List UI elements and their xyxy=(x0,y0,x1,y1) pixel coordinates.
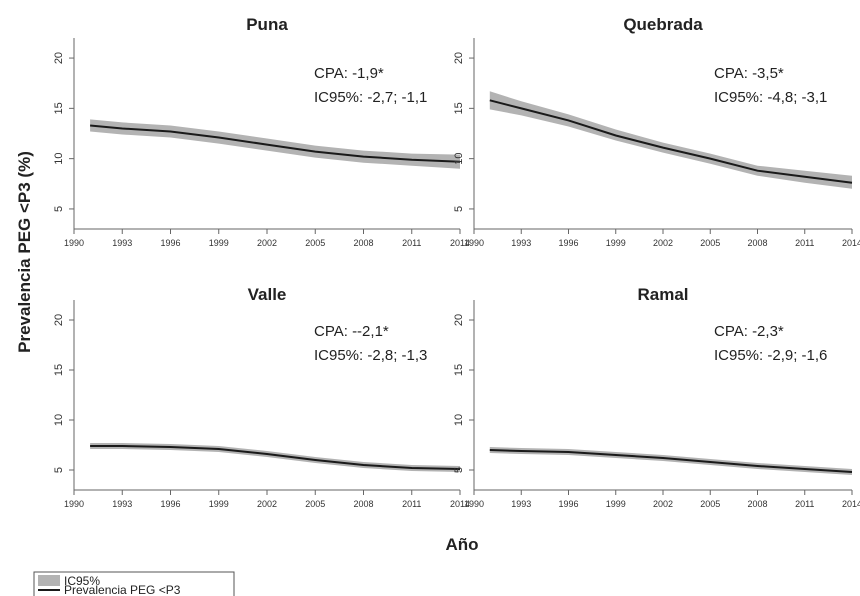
annotation-line: CPA: -3,5* xyxy=(714,65,784,82)
x-tick-label: 2014 xyxy=(450,499,470,509)
prevalence-line-quebrada xyxy=(489,99,853,184)
y-tick-label: 20 xyxy=(53,52,65,64)
x-tick-label: 1990 xyxy=(64,238,84,248)
panel-ramal: Ramal 5 10 15 20 1990 1993 1996 1999 2002 2005 2008… xyxy=(453,285,860,509)
legend-frame xyxy=(33,571,235,596)
y-tick-label: 15 xyxy=(53,102,65,114)
y-axis-title: Prevalencia PEG <P3 (%) xyxy=(15,151,34,353)
prevalence-line-valle xyxy=(90,445,461,470)
y-tick-label: 5 xyxy=(453,206,465,212)
x-tick-label: 2011 xyxy=(402,238,421,248)
x-tick-label: 2011 xyxy=(402,499,421,509)
ci-band-ramal xyxy=(489,447,852,475)
ci-band-puna xyxy=(90,119,460,169)
legend-band-label: IC95% xyxy=(64,574,100,588)
x-tick-label: 2005 xyxy=(305,499,325,509)
x-tick-label: 1993 xyxy=(112,499,132,509)
y-tick-label: 10 xyxy=(453,153,465,165)
x-tick-label: 2005 xyxy=(700,238,720,248)
panel-title: Ramal xyxy=(637,285,688,304)
y-tick-label: 10 xyxy=(53,414,65,426)
x-tick-label: 2005 xyxy=(700,499,720,509)
panel-title: Valle xyxy=(248,285,287,304)
x-tick-label: 1990 xyxy=(64,499,84,509)
annotation-line: CPA: -2,3* xyxy=(714,323,784,340)
y-tick-label: 10 xyxy=(53,153,65,165)
annotation-line: CPA: -1,9* xyxy=(314,65,384,82)
y-tick-label: 15 xyxy=(453,102,465,114)
annotation-line: IC95%: -2,7; -1,1 xyxy=(314,89,427,106)
panel-valle: Valle 5 10 15 20 1990 1993 1996 1999 2002 2005 2008… xyxy=(53,285,470,509)
panel-title: Puna xyxy=(246,15,288,34)
y-tick-label: 10 xyxy=(453,414,465,426)
y-tick-label: 20 xyxy=(53,314,65,326)
x-tick-label: 2014 xyxy=(842,499,860,509)
x-tick-label: 1996 xyxy=(558,499,578,509)
legend-line-label: Prevalencia PEG <P3 xyxy=(64,583,181,596)
x-tick-label: 2002 xyxy=(257,499,277,509)
y-tick-label: 5 xyxy=(453,467,465,473)
legend: IC95% Prevalencia PEG <P3 xyxy=(33,571,235,596)
panels: Puna 5 10 15 20 1990 1993 1996 1999 2002 2005 2008 2… xyxy=(53,15,860,509)
y-tick-label: 15 xyxy=(53,364,65,376)
x-tick-label: 2011 xyxy=(795,238,814,248)
x-tick-label: 2014 xyxy=(450,238,470,248)
y-tick-label: 20 xyxy=(453,52,465,64)
x-tick-label: 2011 xyxy=(795,499,814,509)
y-tick-label: 5 xyxy=(53,206,65,212)
x-tick-label: 2002 xyxy=(257,238,277,248)
x-tick-label: 2008 xyxy=(353,499,373,509)
y-tick-label: 15 xyxy=(453,364,465,376)
x-tick-label: 1999 xyxy=(606,238,626,248)
x-tick-label: 1993 xyxy=(511,238,531,248)
panel-quebrada: Quebrada 5 10 15 20 1990 1993 1996 1999 2002 2005 2… xyxy=(453,15,860,248)
prevalence-line-ramal xyxy=(489,449,853,473)
x-tick-label: 1993 xyxy=(511,499,531,509)
x-tick-label: 2014 xyxy=(842,238,860,248)
x-tick-label: 1999 xyxy=(606,499,626,509)
annotation-line: IC95%: -2,8; -1,3 xyxy=(314,347,427,364)
x-tick-label: 1999 xyxy=(209,499,229,509)
y-tick-label: 20 xyxy=(453,314,465,326)
panel-title: Quebrada xyxy=(623,15,703,34)
x-tick-label: 2005 xyxy=(305,238,325,248)
x-tick-label: 1996 xyxy=(160,238,180,248)
annotation-line: IC95%: -2,9; -1,6 xyxy=(714,347,827,364)
x-tick-label: 1996 xyxy=(160,499,180,509)
y-tick-label: 5 xyxy=(53,467,65,473)
x-tick-label: 2008 xyxy=(747,499,767,509)
annotation-line: CPA: --2,1* xyxy=(314,323,389,340)
legend-band-swatch xyxy=(38,575,60,586)
panel-puna: Puna 5 10 15 20 1990 1993 1996 1999 2002 2005 2008 2… xyxy=(53,15,470,248)
x-tick-label: 1993 xyxy=(112,238,132,248)
x-tick-label: 1999 xyxy=(209,238,229,248)
annotation-line: IC95%: -4,8; -3,1 xyxy=(714,89,827,106)
x-tick-label: 2002 xyxy=(653,238,673,248)
prevalence-line-puna xyxy=(90,124,461,163)
x-tick-label: 2008 xyxy=(353,238,373,248)
x-tick-label: 2008 xyxy=(747,238,767,248)
x-tick-label: 1996 xyxy=(558,238,578,248)
x-tick-label: 2002 xyxy=(653,499,673,509)
x-tick-label: 1990 xyxy=(464,238,484,248)
x-axis-title: Año xyxy=(445,535,478,554)
x-tick-label: 1990 xyxy=(464,499,484,509)
